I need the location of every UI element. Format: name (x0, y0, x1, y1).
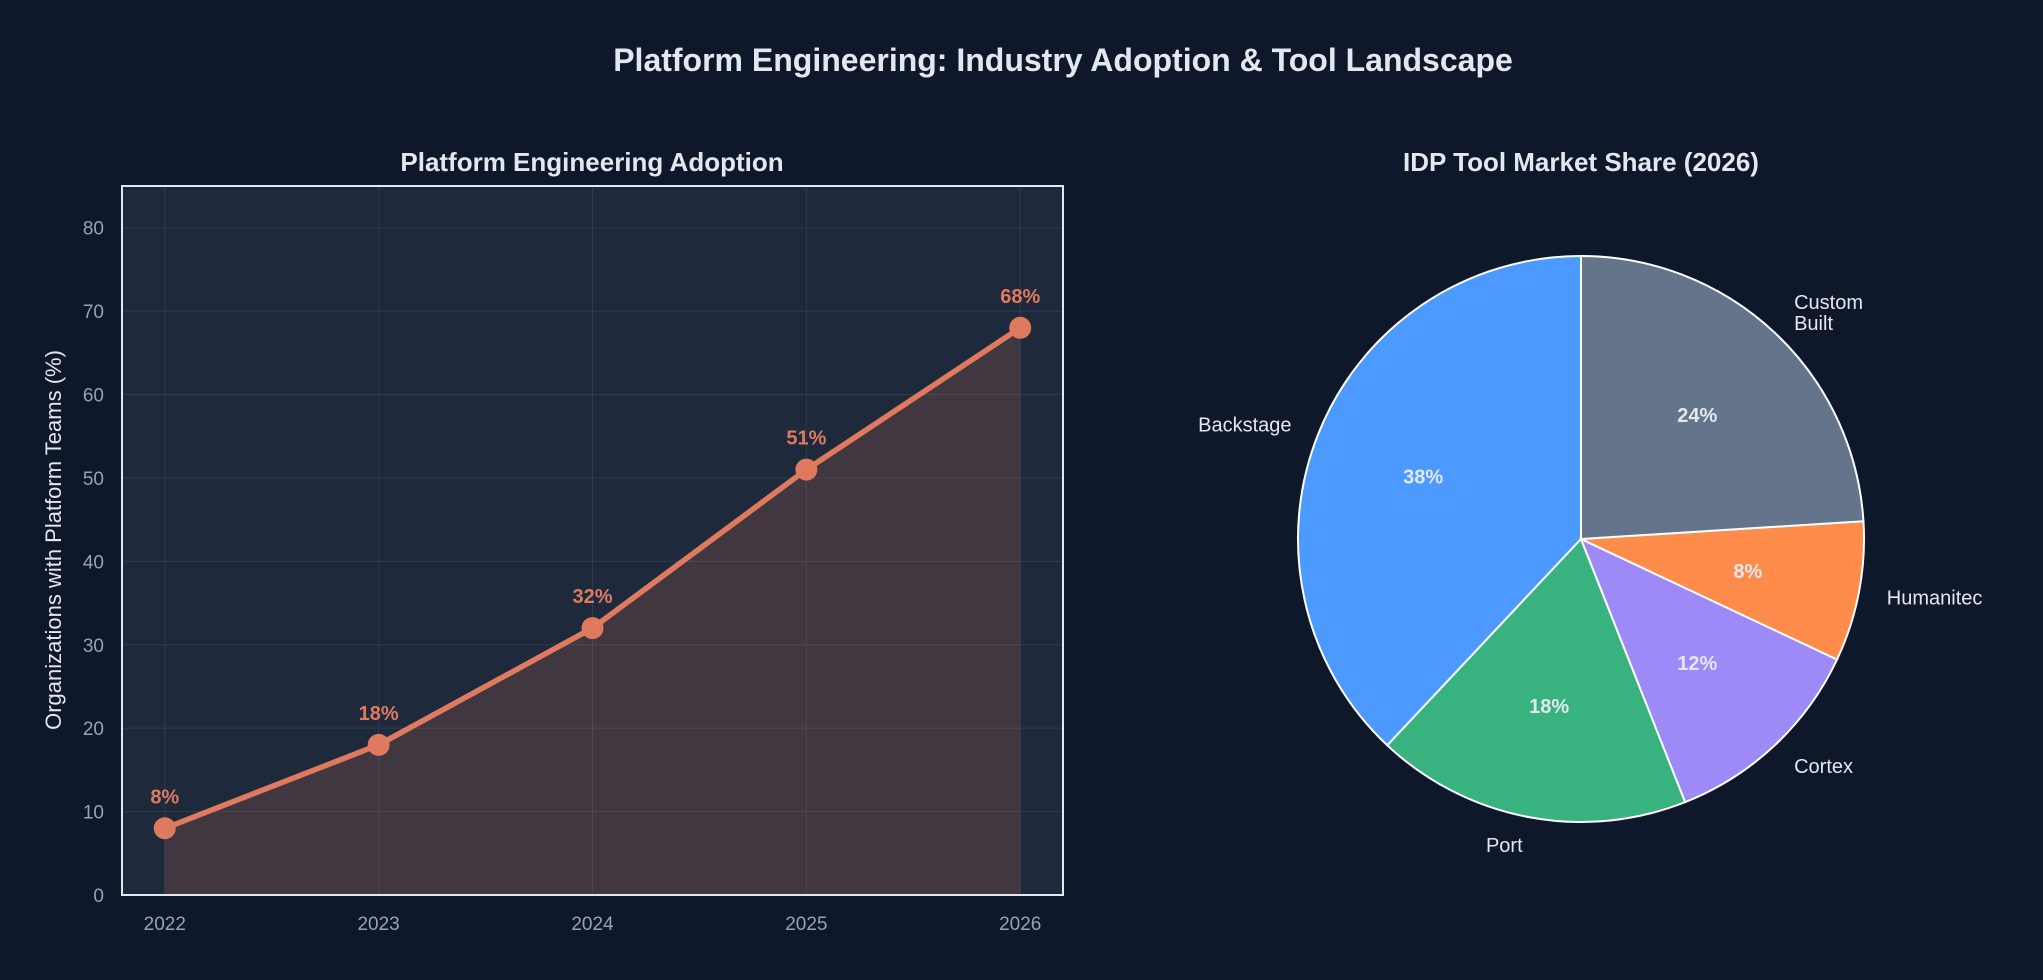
y-tick-label: 50 (83, 469, 104, 490)
data-point (795, 458, 818, 481)
pct-label: 24% (1677, 405, 1717, 427)
slice-label-line: Built (1794, 313, 1833, 335)
y-axis-label: Organizations with Platform Teams (%) (41, 350, 66, 730)
pie-slice-backstage (1297, 254, 1582, 747)
y-tick-label: 60 (83, 386, 104, 407)
slice-label-line: Custom (1794, 292, 1863, 314)
pie-slice-cortex (1579, 537, 1839, 804)
slice-label: Port (1486, 835, 1523, 857)
pct-label: 8% (1733, 561, 1762, 583)
x-tick-label: 2024 (571, 914, 614, 935)
pct-label: 18% (1529, 696, 1569, 718)
figure-title: Platform Engineering: Industry Adoption … (613, 42, 1513, 78)
x-tick-label: 2023 (357, 914, 399, 935)
pie-chart: IDP Tool Market Share (2026) 38% Backstag… (1198, 147, 1982, 857)
data-point (581, 617, 604, 640)
line-chart-title: Platform Engineering Adoption (400, 147, 783, 177)
x-tick-label: 2026 (999, 914, 1041, 935)
line-chart: Platform Engineering Adoption Organizati… (41, 147, 1064, 935)
x-tick-label: 2025 (785, 914, 827, 935)
pie-chart-title: IDP Tool Market Share (2026) (1403, 147, 1759, 177)
slice-label: Backstage (1198, 414, 1291, 436)
pct-label: 38% (1403, 466, 1443, 488)
x-tick-label: 2022 (144, 914, 186, 935)
data-label: 68% (1000, 286, 1040, 308)
y-tick-label: 10 (83, 803, 104, 824)
slice-label: Humanitec (1887, 587, 1983, 609)
data-label: 51% (786, 428, 826, 450)
y-tick-label: 0 (93, 886, 104, 907)
pct-label: 12% (1677, 653, 1717, 675)
y-tick-label: 70 (83, 302, 104, 323)
slice-label: Cortex (1794, 756, 1853, 778)
y-tick-label: 40 (83, 552, 104, 573)
y-tick-label: 20 (83, 719, 104, 740)
slice-label: Custom Built (1794, 292, 1863, 335)
data-label: 8% (150, 786, 179, 808)
pie-slice-custom-built (1580, 254, 1865, 541)
pie-slice-port (1385, 537, 1687, 823)
data-point (367, 733, 390, 756)
data-point (1009, 316, 1032, 339)
y-tick-label: 30 (83, 636, 104, 657)
y-tick-label: 80 (83, 219, 104, 240)
data-label: 32% (572, 586, 612, 608)
pie-slice-humanitec (1580, 520, 1865, 661)
axes-frame (121, 185, 1064, 896)
data-label: 18% (359, 703, 399, 725)
data-point (153, 817, 176, 840)
